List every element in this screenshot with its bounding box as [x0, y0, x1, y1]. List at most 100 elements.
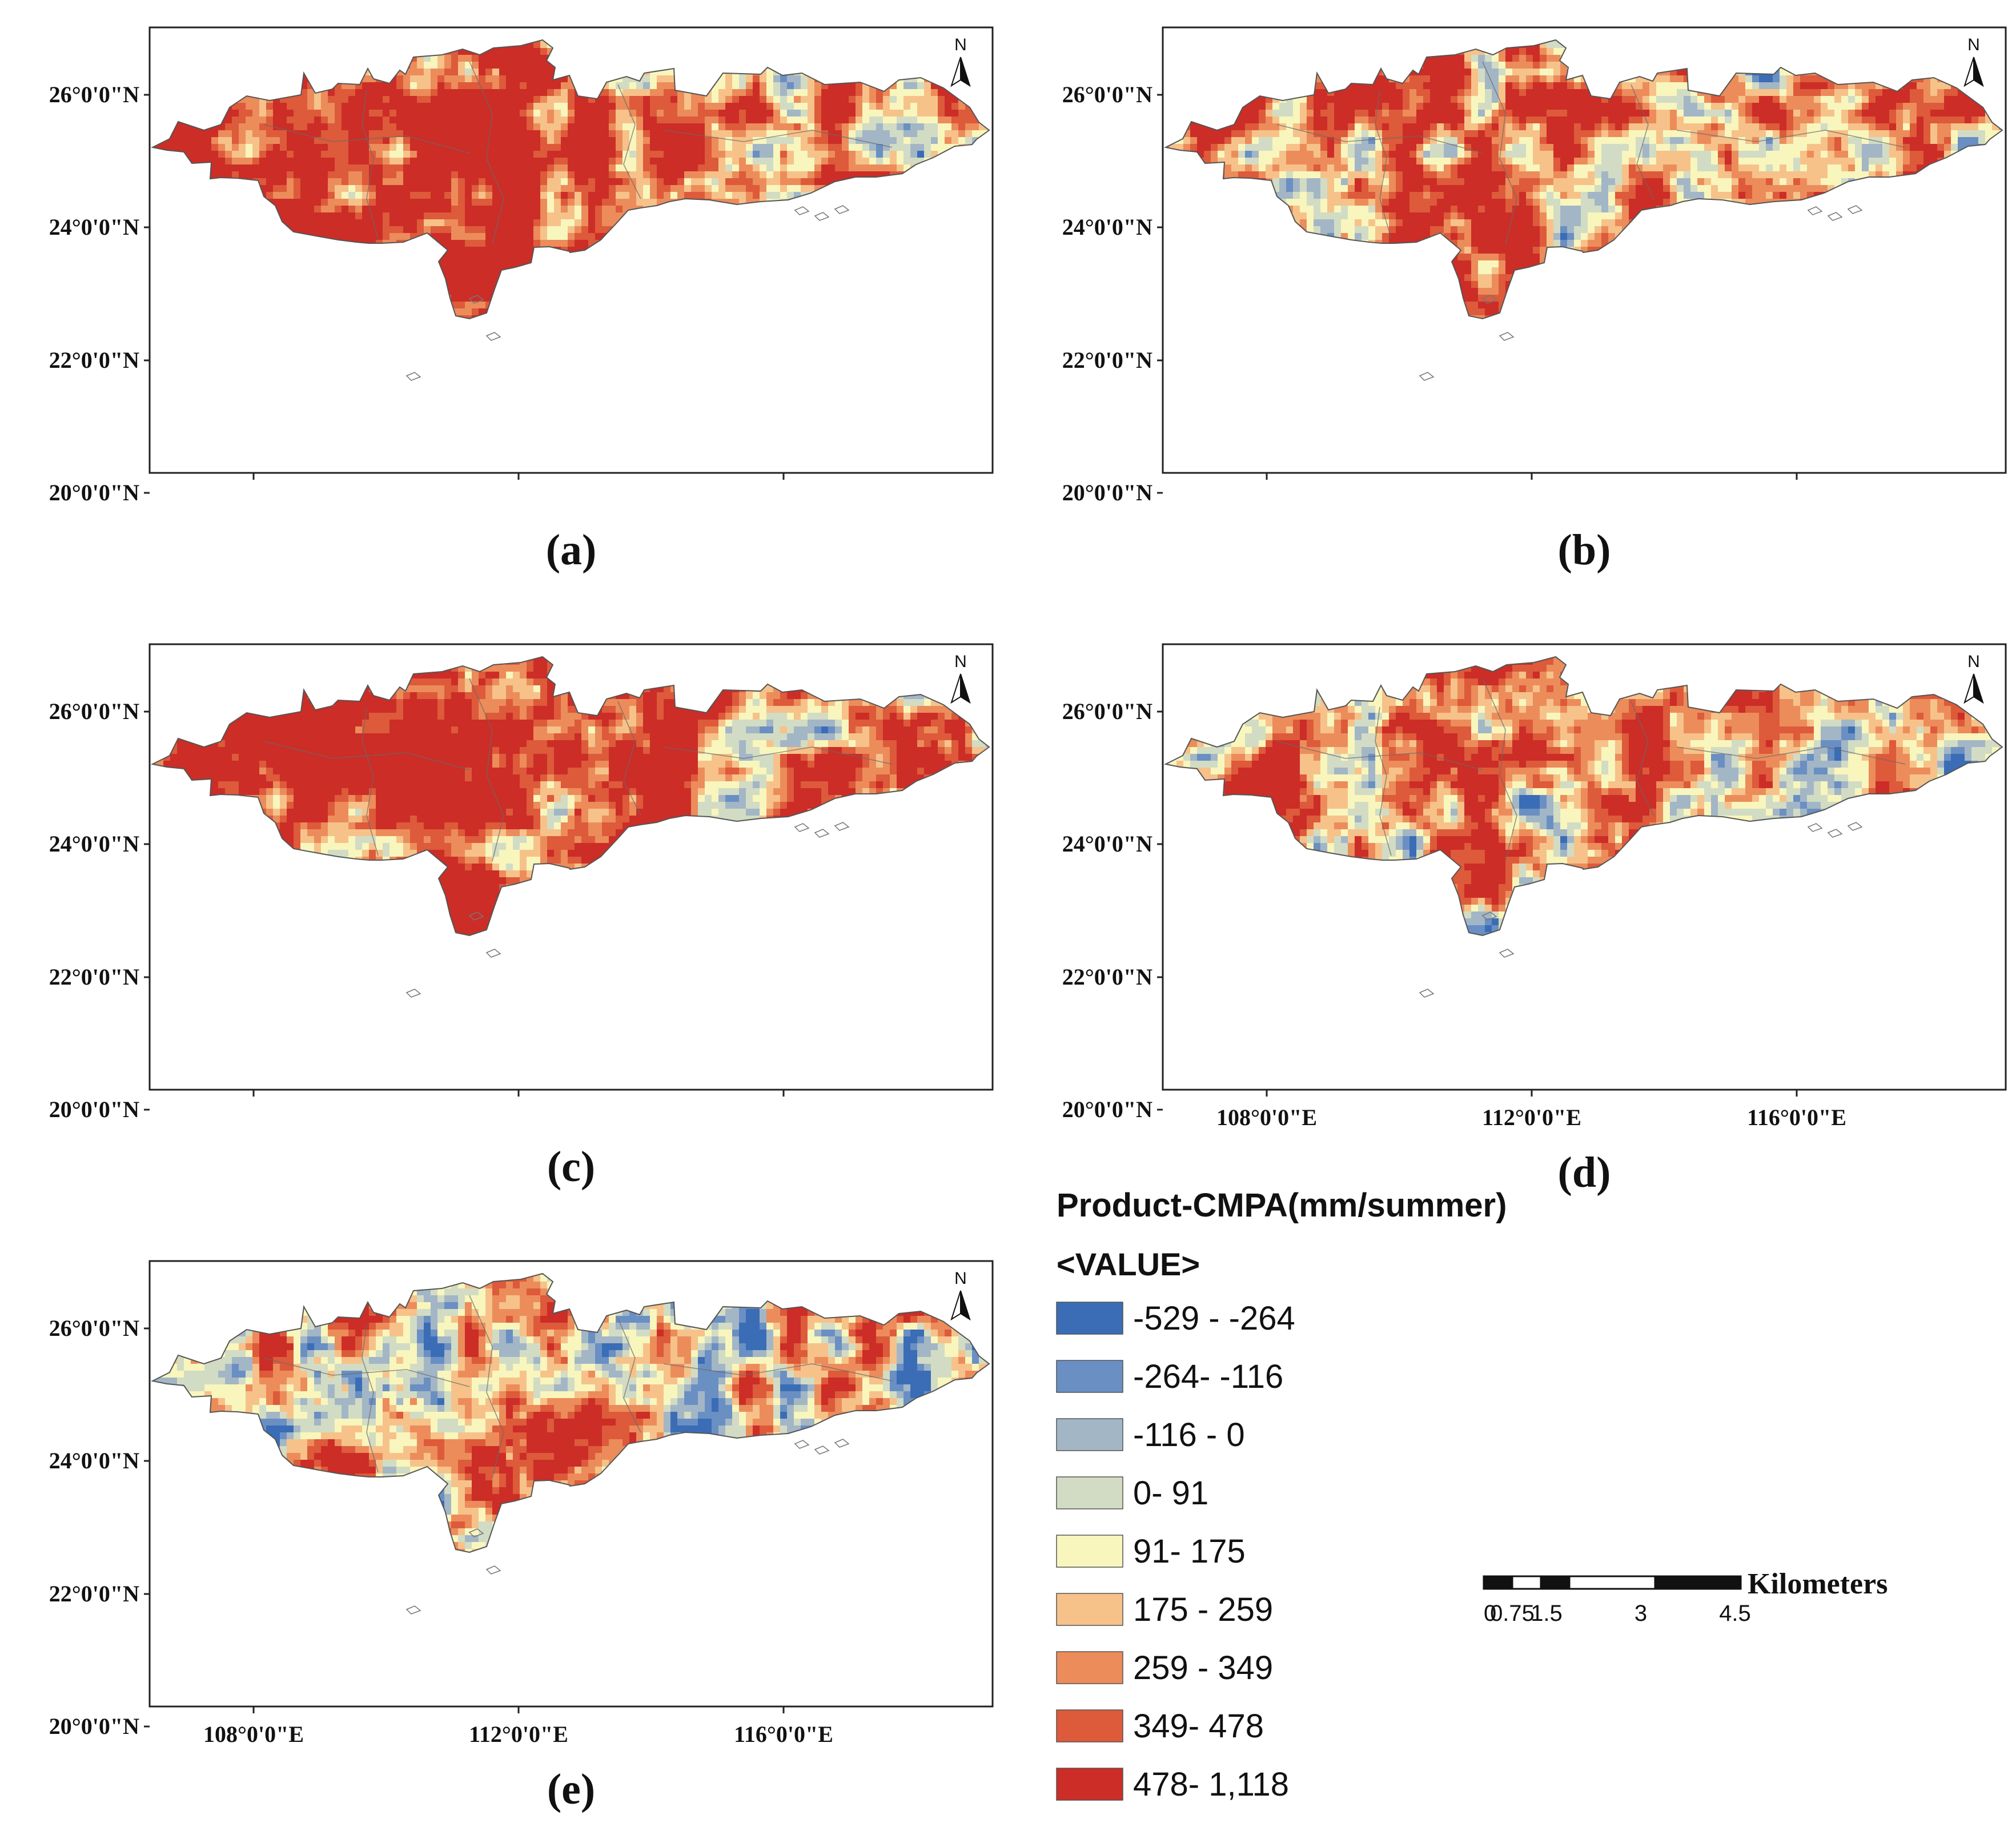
raster-cell — [314, 206, 321, 212]
raster-cell — [485, 267, 492, 274]
raster-cell — [931, 144, 938, 151]
raster-cell — [890, 164, 897, 171]
raster-cell — [629, 171, 636, 178]
raster-cell — [383, 164, 389, 171]
raster-cell — [712, 117, 718, 123]
raster-cell — [670, 137, 677, 144]
raster-cell — [698, 178, 705, 185]
raster-cell — [780, 192, 787, 199]
raster-cell — [348, 151, 355, 158]
raster-cell — [451, 130, 458, 137]
raster-cell — [485, 117, 492, 123]
raster-cell — [876, 164, 883, 171]
raster-cell — [958, 117, 965, 123]
raster-cell — [321, 178, 328, 185]
raster-cell — [643, 75, 650, 82]
raster-cell — [760, 117, 766, 123]
raster-cell — [389, 89, 396, 96]
raster-cell — [540, 240, 547, 247]
raster-cell — [465, 267, 472, 274]
raster-cell — [691, 158, 698, 164]
raster-cell — [780, 158, 787, 164]
raster-cell — [609, 89, 616, 96]
raster-cell — [342, 117, 348, 123]
raster-cell — [739, 158, 746, 164]
raster-cell — [766, 130, 773, 137]
raster-cell — [643, 192, 650, 199]
raster-cell — [993, 254, 999, 260]
raster-cell — [458, 212, 465, 219]
raster-cell — [602, 103, 609, 110]
raster-cell — [602, 96, 609, 103]
raster-cell — [766, 96, 773, 103]
raster-cell — [314, 130, 321, 137]
raster-cell — [252, 117, 259, 123]
raster-cell — [575, 199, 581, 206]
raster-cell — [849, 171, 856, 178]
raster-cell — [780, 82, 787, 89]
raster-cell — [650, 130, 657, 137]
raster-cell — [725, 117, 732, 123]
raster-cell — [396, 117, 403, 123]
raster-cell — [814, 117, 821, 123]
raster-cell — [465, 82, 472, 89]
raster-cell — [410, 219, 417, 226]
raster-cell — [499, 144, 506, 151]
raster-cell — [616, 158, 623, 164]
raster-cell — [842, 89, 849, 96]
raster-cell — [499, 151, 506, 158]
raster-cell — [225, 164, 232, 171]
raster-cell — [362, 89, 369, 96]
raster-cell — [355, 226, 362, 233]
raster-cell — [828, 171, 835, 178]
raster-cell — [513, 178, 520, 185]
raster-cell — [479, 171, 485, 178]
raster-cell — [801, 82, 808, 89]
raster-cell — [431, 89, 437, 96]
raster-cell — [588, 212, 595, 219]
raster-cell — [657, 151, 664, 158]
raster-cell — [444, 164, 451, 171]
raster-cell — [321, 110, 328, 117]
raster-cell — [890, 96, 897, 103]
raster-cell — [698, 192, 705, 199]
raster-cell — [472, 96, 479, 103]
raster-cell — [801, 75, 808, 82]
raster-cell — [321, 199, 328, 206]
raster-cell — [547, 185, 554, 192]
raster-cell — [485, 288, 492, 295]
raster-cell — [547, 240, 554, 247]
raster-cell — [479, 219, 485, 226]
raster-cell — [218, 164, 225, 171]
raster-cell — [383, 82, 389, 89]
raster-cell — [451, 137, 458, 144]
raster-cell — [705, 158, 712, 164]
raster-cell — [945, 123, 951, 130]
raster-cell — [527, 55, 533, 62]
raster-cell — [883, 144, 890, 151]
raster-cell — [465, 247, 472, 254]
raster-cell — [170, 144, 177, 151]
raster-cell — [924, 103, 931, 110]
raster-cell — [561, 158, 568, 164]
raster-cell — [335, 206, 342, 212]
raster-cell — [869, 89, 876, 96]
raster-cell — [910, 110, 917, 117]
raster-cell — [321, 185, 328, 192]
raster-cell — [451, 226, 458, 233]
raster-cell — [287, 171, 294, 178]
raster-cell — [383, 96, 389, 103]
raster-cell — [225, 171, 232, 178]
raster-cell — [389, 96, 396, 103]
raster-cell — [588, 233, 595, 240]
raster-cell — [280, 130, 287, 137]
raster-cell — [602, 185, 609, 192]
raster-cell — [547, 69, 554, 75]
raster-cell — [376, 103, 383, 110]
raster-cell — [458, 117, 465, 123]
raster-cell — [451, 274, 458, 281]
raster-cell — [506, 212, 513, 219]
raster-cell — [225, 137, 232, 144]
raster-cell — [794, 123, 801, 130]
raster-cell — [684, 178, 691, 185]
